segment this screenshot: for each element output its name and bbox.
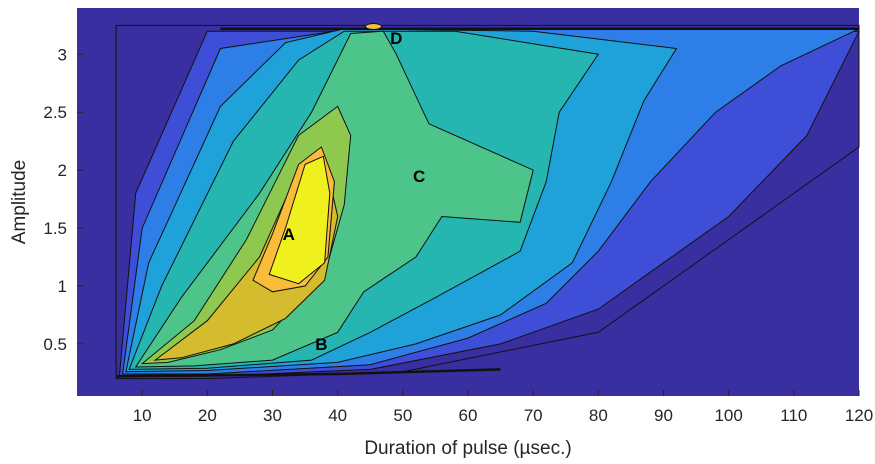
x-tick-label: 20 bbox=[198, 406, 217, 425]
y-axis-title: Amplitude bbox=[9, 160, 30, 245]
peak-d-blob bbox=[366, 24, 382, 30]
region-label-d: D bbox=[390, 29, 402, 48]
x-tick-label: 40 bbox=[328, 406, 347, 425]
x-tick-label: 120 bbox=[845, 406, 873, 425]
y-tick-label: 0.5 bbox=[43, 335, 67, 354]
y-tick-label: 2.5 bbox=[43, 103, 67, 122]
x-axis-title: Duration of pulse (µsec.) bbox=[364, 438, 571, 459]
y-tick-label: 2 bbox=[58, 161, 67, 180]
y-tick-label: 1.5 bbox=[43, 219, 67, 238]
y-tick-label: 3 bbox=[58, 45, 67, 64]
y-tick-label: 1 bbox=[58, 277, 67, 296]
region-label-b: B bbox=[315, 335, 327, 354]
x-tick-label: 70 bbox=[524, 406, 543, 425]
x-tick-label: 60 bbox=[459, 406, 478, 425]
x-tick-label: 110 bbox=[780, 406, 807, 425]
x-tick-label: 30 bbox=[263, 406, 282, 425]
x-tick-label: 90 bbox=[654, 406, 673, 425]
region-label-c: C bbox=[413, 167, 425, 186]
x-tick-label: 80 bbox=[589, 406, 608, 425]
region-label-a: A bbox=[283, 225, 295, 244]
x-tick-label: 50 bbox=[393, 406, 412, 425]
x-tick-label: 100 bbox=[714, 406, 742, 425]
x-tick-label: 10 bbox=[133, 406, 152, 425]
plot-area bbox=[77, 8, 859, 396]
